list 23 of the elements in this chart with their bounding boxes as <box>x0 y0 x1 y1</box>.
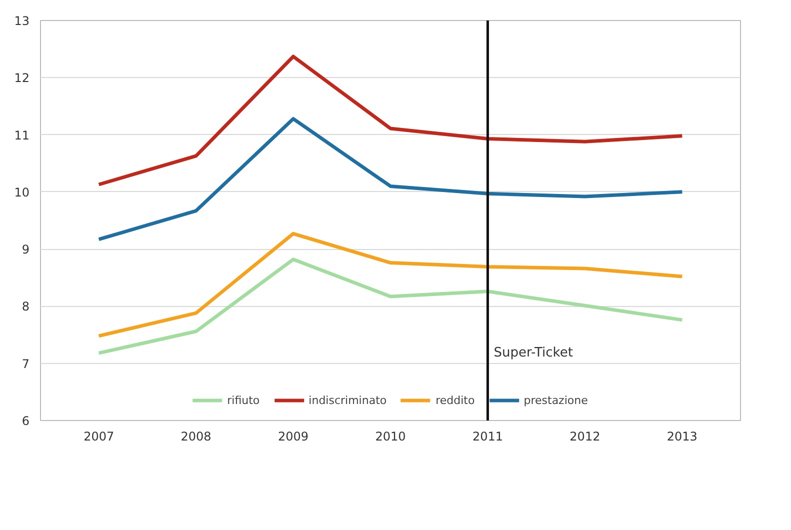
legend-label: indiscriminato <box>308 394 387 406</box>
y-tick-label: 7 <box>22 356 30 371</box>
legend-label: reddito <box>436 394 475 406</box>
line-series <box>97 54 684 186</box>
y-tick-label: 6 <box>22 414 30 428</box>
y-tick-label: 13 <box>14 14 30 28</box>
line-series <box>97 117 684 242</box>
x-tick-label: 2008 <box>180 430 212 444</box>
y-tick-label: 10 <box>14 185 30 200</box>
x-tick-label: 2009 <box>278 430 309 444</box>
x-tick-label: 2007 <box>84 430 114 444</box>
line-series <box>97 232 684 338</box>
legend-label: prestazione <box>524 394 588 406</box>
y-tick-label: 11 <box>14 128 30 142</box>
y-tick-label: 8 <box>22 300 30 314</box>
y-tick-label: 12 <box>14 71 30 86</box>
annotation: Super-Ticket <box>494 346 573 360</box>
x-tick-label: 2013 <box>666 430 698 444</box>
x-tick-label: 2011 <box>472 430 503 444</box>
legend-label: rifiuto <box>227 394 260 406</box>
y-tick-label: 9 <box>22 242 30 257</box>
x-tick-label: 2012 <box>570 430 600 444</box>
x-tick-label: 2010 <box>375 430 406 444</box>
